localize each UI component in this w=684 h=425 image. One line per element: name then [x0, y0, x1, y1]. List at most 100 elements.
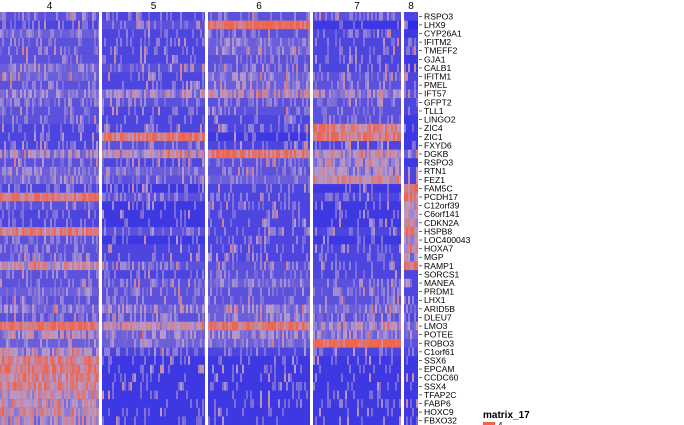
heatmap-cell [371, 235, 373, 245]
heatmap-cell [122, 89, 124, 99]
heatmap-cell [331, 175, 333, 185]
heatmap-cell [234, 149, 236, 159]
heatmap-cell [234, 304, 236, 314]
heatmap-cell [154, 390, 156, 400]
heatmap-cell [224, 166, 226, 176]
heatmap-cell [78, 347, 80, 357]
heatmap-cell [110, 321, 112, 331]
heatmap-cell [80, 356, 82, 366]
heatmap-cell [230, 347, 232, 357]
heatmap-cell [406, 192, 408, 202]
heatmap-cell [14, 304, 16, 314]
heatmap-cell [184, 132, 186, 142]
heatmap-cell [355, 98, 357, 108]
heatmap-cell [128, 98, 130, 108]
heatmap-cell [48, 37, 50, 47]
heatmap-cell [172, 141, 174, 151]
heatmap-cell [98, 175, 99, 185]
heatmap-cell [410, 304, 412, 314]
heatmap-cell [148, 175, 150, 185]
row-label: TLL1 [424, 106, 444, 116]
heatmap-cell [108, 72, 110, 82]
heatmap-cell [373, 123, 375, 133]
heatmap-cell [44, 364, 46, 374]
heatmap-cell [90, 201, 92, 211]
heatmap-cell [367, 321, 369, 331]
heatmap-cell [272, 287, 274, 297]
heatmap-cell [64, 55, 66, 65]
heatmap-cell [264, 20, 266, 30]
heatmap-cell [68, 381, 70, 391]
heatmap-cell [347, 132, 349, 142]
heatmap-cell [393, 287, 395, 297]
heatmap-cell [80, 416, 82, 425]
heatmap-cell [130, 63, 132, 73]
heatmap-cell [194, 175, 196, 185]
heatmap-cell [353, 166, 355, 176]
heatmap-cell [246, 149, 248, 159]
heatmap-cell [64, 304, 66, 314]
heatmap-cell [304, 141, 306, 151]
heatmap-cell [28, 37, 30, 47]
heatmap-cell [0, 20, 99, 30]
heatmap-cell [50, 201, 52, 211]
heatmap-cell [304, 55, 306, 65]
heatmap-cell [112, 313, 114, 323]
heatmap-cell [200, 338, 202, 348]
heatmap-cell [4, 347, 6, 357]
heatmap-cell [52, 261, 54, 271]
row-label: PCDH17 [424, 192, 458, 202]
heatmap-cell [220, 72, 222, 82]
heatmap-cell [84, 201, 86, 211]
heatmap-cell [208, 175, 310, 185]
heatmap-cell [180, 132, 182, 142]
heatmap-cell [10, 356, 12, 366]
heatmap-cell [200, 132, 202, 142]
heatmap-cell [218, 209, 220, 219]
heatmap-cell [86, 347, 88, 357]
heatmap-cell [296, 399, 298, 409]
heatmap-cell [30, 364, 32, 374]
heatmap-cell [270, 149, 272, 159]
heatmap-cell [250, 72, 252, 82]
heatmap-cell [306, 270, 308, 280]
heatmap-cell [82, 364, 84, 374]
heatmap-cell [126, 287, 128, 297]
heatmap-cell [52, 166, 54, 176]
heatmap-cell [80, 192, 82, 202]
heatmap-cell [88, 295, 90, 305]
heatmap-cell [254, 261, 256, 271]
heatmap-cell [369, 244, 371, 254]
heatmap-cell [98, 278, 99, 288]
heatmap-cell [12, 390, 14, 400]
heatmap-cell [176, 235, 178, 245]
heatmap-cell [16, 149, 18, 159]
heatmap-cell [280, 381, 282, 391]
heatmap-cell [136, 63, 138, 73]
heatmap-cell [373, 338, 375, 348]
heatmap-cell [144, 313, 146, 323]
heatmap-cell [122, 330, 124, 340]
heatmap-cell [373, 313, 375, 323]
heatmap-cell [222, 46, 224, 56]
heatmap-cell [325, 149, 327, 159]
heatmap-cell [12, 235, 14, 245]
heatmap-cell [406, 399, 408, 409]
heatmap-cell [16, 399, 18, 409]
heatmap-cell [38, 252, 40, 262]
heatmap-cell [391, 37, 393, 47]
heatmap-cell [414, 313, 416, 323]
heatmap-cell [26, 98, 28, 108]
heatmap-cell [244, 201, 246, 211]
heatmap-cell [184, 321, 186, 331]
heatmap-cell [337, 321, 339, 331]
heatmap-cell [94, 356, 96, 366]
heatmap-cell [367, 338, 369, 348]
heatmap-cell [367, 72, 369, 82]
heatmap-cell [130, 89, 132, 99]
heatmap-cell [198, 98, 200, 108]
heatmap-cell [208, 166, 310, 176]
heatmap-cell [397, 209, 399, 219]
heatmap-cell [104, 252, 106, 262]
heatmap-cell [152, 115, 154, 125]
